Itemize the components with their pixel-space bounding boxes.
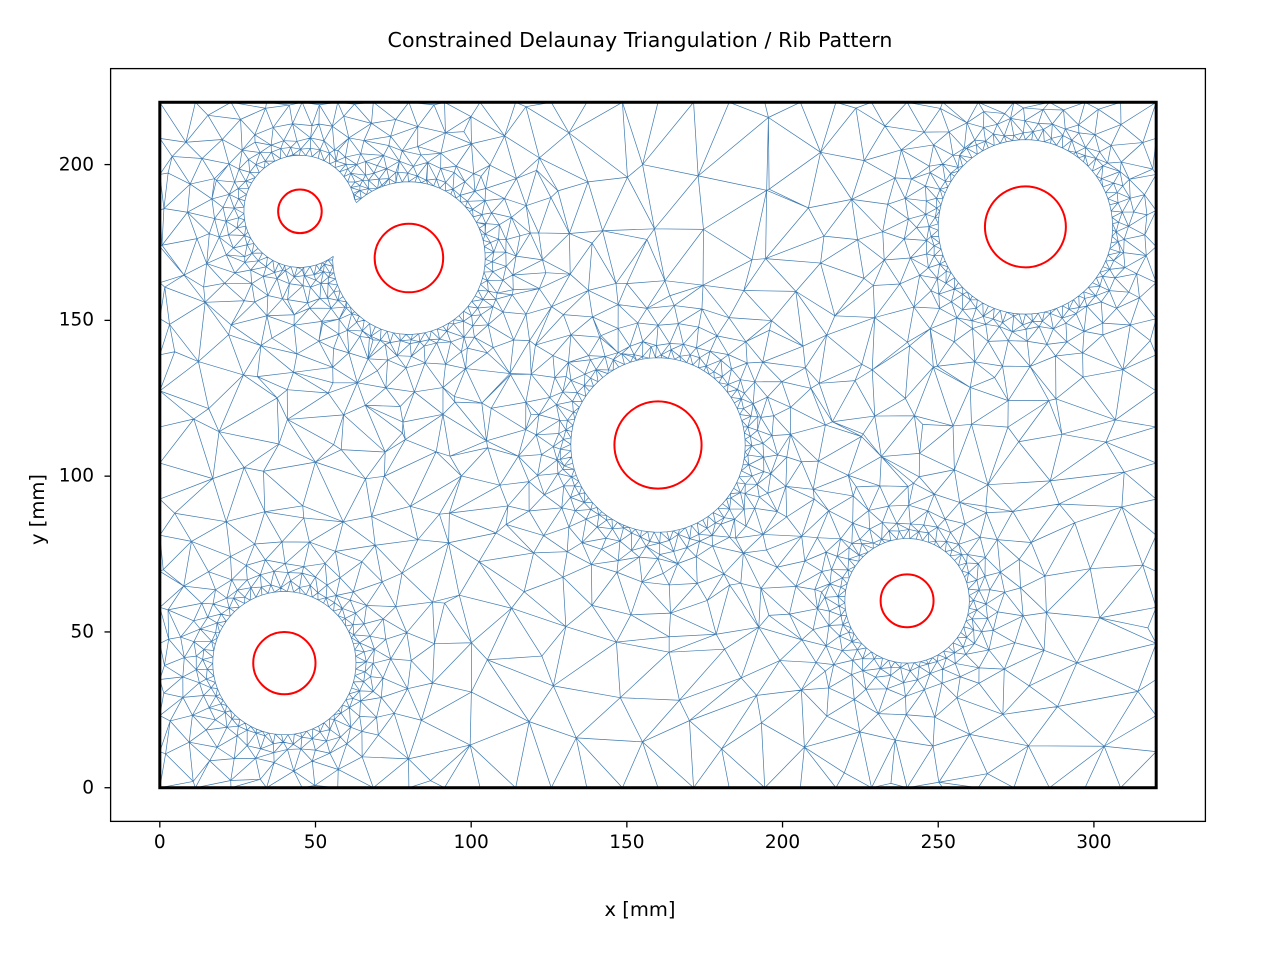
y-axis-label: y [mm] — [26, 474, 49, 545]
axes-spines — [109, 67, 1207, 823]
mesh-edges — [159, 101, 1157, 789]
hole-circle-1 — [277, 188, 323, 235]
y-tick-label: 150 — [58, 309, 94, 331]
plot-axes — [104, 67, 1207, 828]
y-tick-label: 0 — [82, 777, 94, 799]
x-tick-label: 100 — [453, 832, 489, 853]
y-tick-label: 100 — [58, 465, 94, 487]
x-tick-label: 200 — [764, 832, 801, 853]
hole-circle-3 — [613, 400, 703, 490]
hole-circle-4 — [983, 185, 1067, 269]
hole-circle-5 — [252, 630, 317, 696]
x-tick-label: 150 — [609, 832, 645, 853]
triangulation-plot — [104, 67, 1207, 828]
x-tick-label: 50 — [303, 832, 328, 853]
y-tick-label: 50 — [70, 621, 94, 643]
page-title: Constrained Delaunay Triangulation / Rib… — [387, 28, 893, 52]
x-tick-label: 300 — [1076, 832, 1112, 853]
x-tick-label: 0 — [153, 832, 166, 853]
hole-circle-2 — [373, 222, 445, 294]
y-tick-label: 200 — [58, 154, 94, 176]
hole-circle-6 — [879, 573, 935, 629]
domain-boundary-rect — [158, 100, 1158, 790]
x-axis-label: x [mm] — [604, 898, 676, 921]
x-tick-label: 250 — [920, 832, 956, 853]
